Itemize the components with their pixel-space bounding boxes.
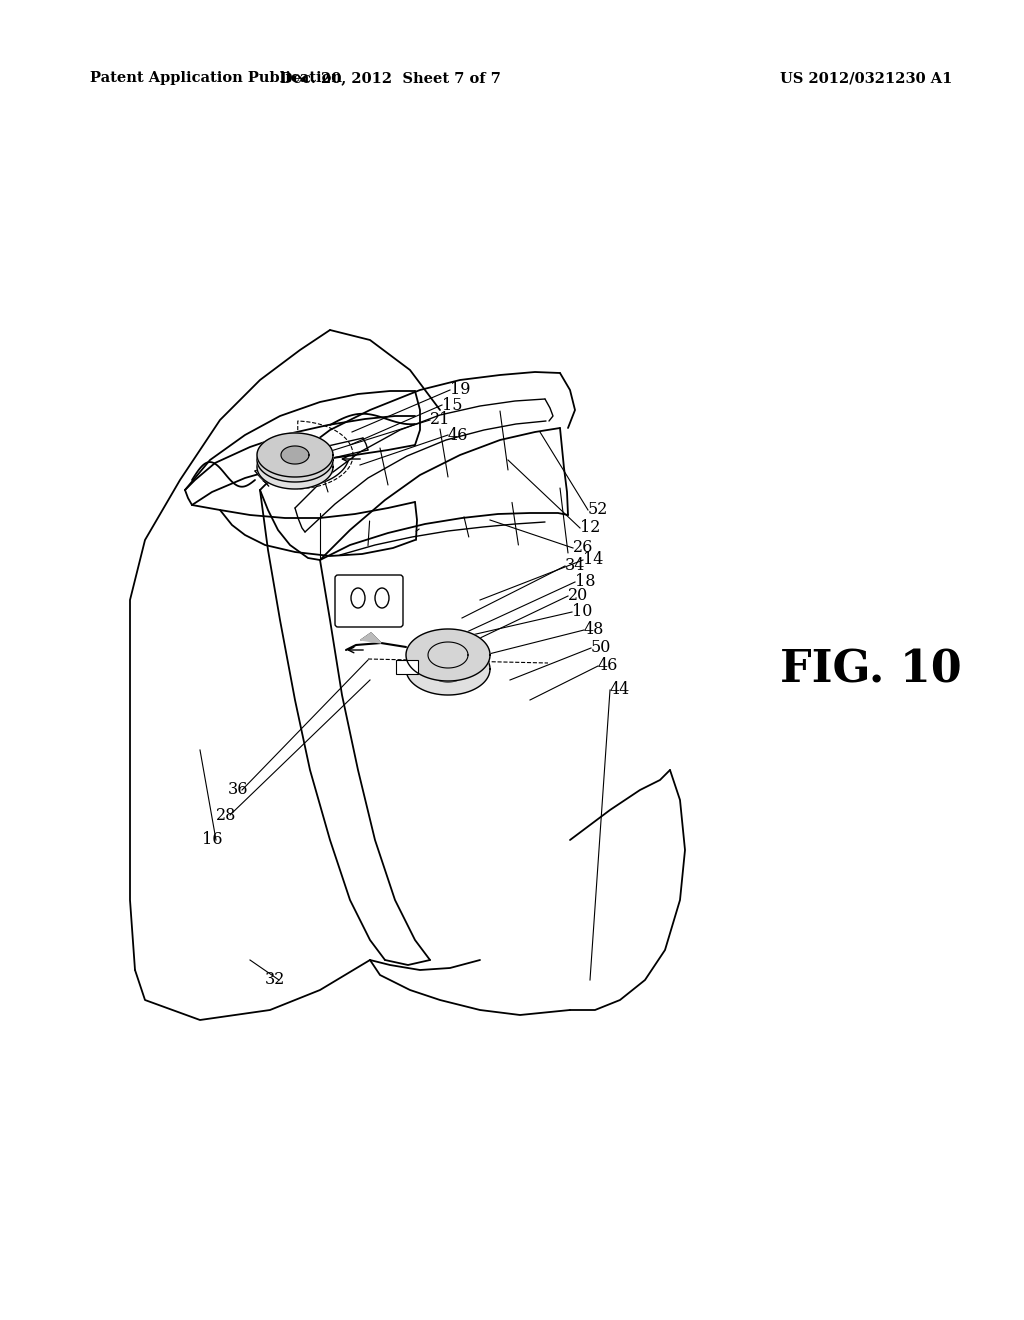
Polygon shape <box>257 438 333 482</box>
Text: 18: 18 <box>575 573 596 590</box>
Polygon shape <box>407 630 490 681</box>
FancyBboxPatch shape <box>396 660 418 675</box>
Text: 36: 36 <box>227 781 248 799</box>
Polygon shape <box>407 643 490 696</box>
Text: Dec. 20, 2012  Sheet 7 of 7: Dec. 20, 2012 Sheet 7 of 7 <box>280 71 501 84</box>
Text: 20: 20 <box>568 587 588 605</box>
Polygon shape <box>257 433 333 477</box>
Text: 48: 48 <box>584 622 604 639</box>
Text: 15: 15 <box>442 396 463 413</box>
Text: 10: 10 <box>572 603 592 620</box>
Text: 32: 32 <box>264 972 285 989</box>
Text: 14: 14 <box>583 552 603 569</box>
Text: 26: 26 <box>573 540 593 557</box>
Text: 46: 46 <box>598 657 618 675</box>
Ellipse shape <box>351 587 365 609</box>
Text: 46: 46 <box>449 426 468 444</box>
FancyBboxPatch shape <box>335 576 403 627</box>
Polygon shape <box>281 446 309 465</box>
Polygon shape <box>361 634 381 643</box>
Ellipse shape <box>375 587 389 609</box>
Text: Patent Application Publication: Patent Application Publication <box>90 71 342 84</box>
Text: 44: 44 <box>610 681 630 698</box>
Text: US 2012/0321230 A1: US 2012/0321230 A1 <box>780 71 952 84</box>
Text: 50: 50 <box>591 639 611 656</box>
Text: 16: 16 <box>202 832 222 849</box>
Text: 19: 19 <box>450 381 470 399</box>
Text: FIG. 10: FIG. 10 <box>780 648 962 692</box>
Text: 28: 28 <box>216 807 236 824</box>
Text: 12: 12 <box>580 520 600 536</box>
Text: 52: 52 <box>588 502 608 519</box>
Polygon shape <box>257 445 333 488</box>
Text: 34: 34 <box>565 557 586 574</box>
Text: 21: 21 <box>430 412 451 429</box>
